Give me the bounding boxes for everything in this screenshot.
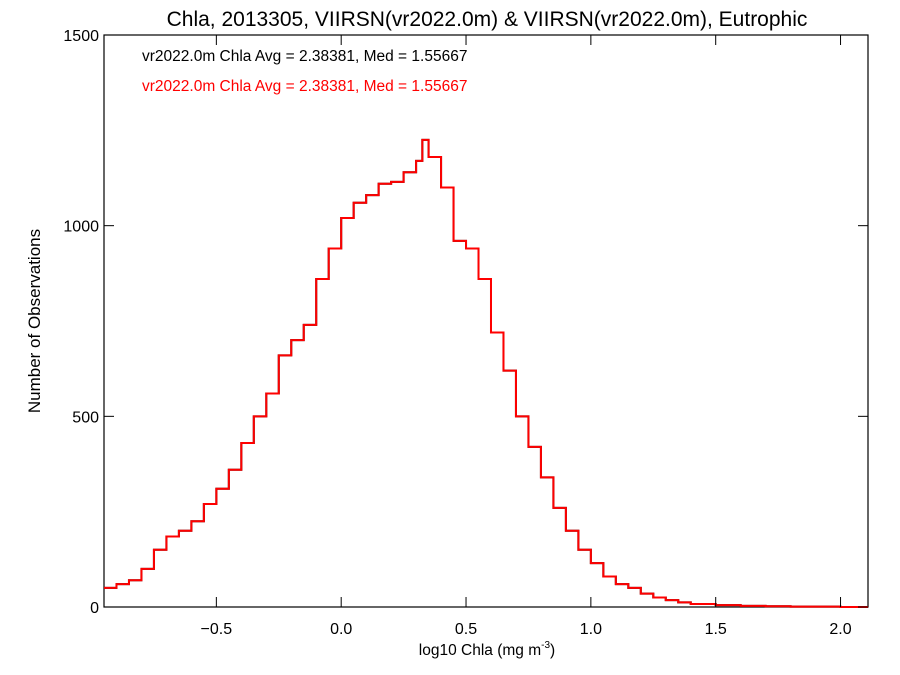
plot-area	[103, 34, 869, 608]
x-tick-label: −0.5	[201, 621, 233, 638]
axis-ticks: −0.5 0.0 0.5 1.0 1.5 2.0 0 500 1000 1500	[63, 28, 868, 638]
histogram-series-2	[104, 138, 868, 608]
x-tick-label: 0.5	[455, 621, 477, 638]
chart-title: Chla, 2013305, VIIRSN(vr2022.0m) & VIIRS…	[167, 8, 808, 31]
x-tick-label: 1.0	[580, 621, 602, 638]
annotation-line-2: vr2022.0m Chla Avg = 2.38381, Med = 1.55…	[142, 78, 467, 95]
x-axis-label: log10 Chla (mg m-3)	[419, 640, 555, 659]
y-axis-label: Number of Observations	[25, 229, 44, 413]
x-tick-label: 0.0	[330, 621, 352, 638]
y-tick-label: 0	[90, 600, 99, 617]
x-tick-label: 2.0	[829, 621, 851, 638]
y-tick-label: 1000	[63, 219, 99, 236]
plot-frame	[103, 34, 869, 608]
y-tick-label: 500	[72, 409, 99, 426]
x-tick-label: 1.5	[705, 621, 727, 638]
annotation-line-1: vr2022.0m Chla Avg = 2.38381, Med = 1.55…	[142, 48, 467, 65]
y-tick-label: 1500	[63, 28, 99, 45]
histogram-series-1	[104, 138, 868, 608]
